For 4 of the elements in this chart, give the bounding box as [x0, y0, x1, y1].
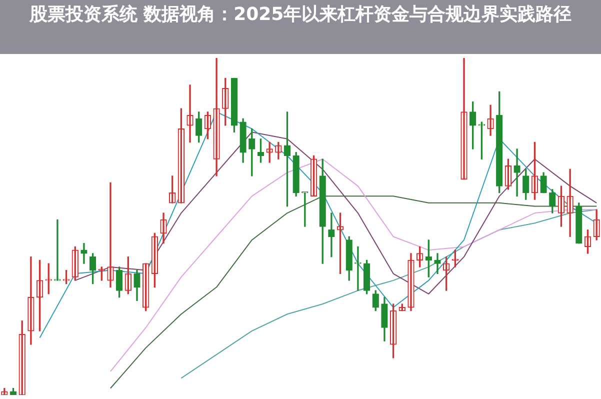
candlestick — [54, 219, 61, 281]
candlestick — [45, 263, 52, 294]
candlestick — [354, 246, 362, 291]
chart-title: 股票投资系统 数据视角：2025年以来杠杆资金与合规边界实践路径 — [0, 0, 601, 54]
